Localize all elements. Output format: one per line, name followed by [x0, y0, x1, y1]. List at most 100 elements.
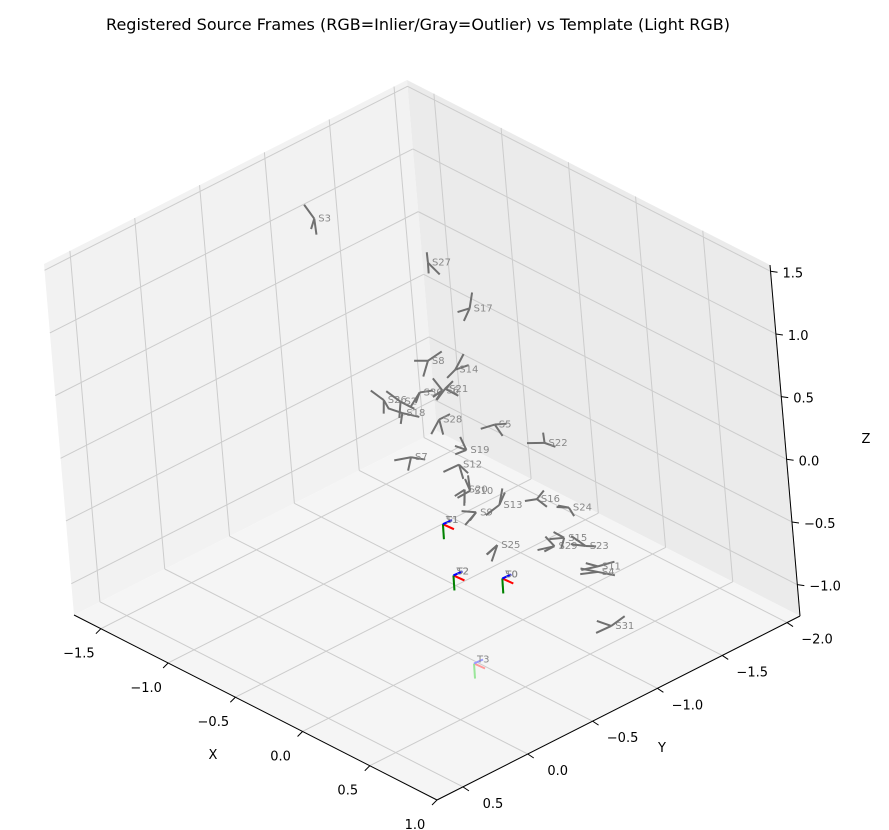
z-tick-mark: [786, 458, 794, 461]
grid-y-left: [263, 152, 295, 504]
inlier-frame-S0: S0: [501, 569, 518, 594]
outlier-axis: [398, 401, 402, 419]
grid-z-left: [65, 336, 430, 522]
grid-x-floor: [167, 478, 532, 664]
outlier-axis: [454, 488, 466, 497]
grid-x-floor: [369, 581, 734, 767]
outlier-axis: [385, 390, 402, 403]
outlier-frame-label: S29: [558, 541, 577, 552]
grid-x-back: [635, 196, 667, 548]
z-tick-label: 1.5: [783, 266, 804, 281]
y-tick-label: −1.0: [672, 698, 704, 713]
outlier-frame-S10: S10: [456, 475, 493, 499]
inlier-y-axis: [452, 575, 456, 591]
outlier-frame-label: S3: [318, 214, 331, 225]
outlier-frame-label: S15: [568, 533, 587, 544]
outlier-axis: [536, 498, 548, 508]
outlier-axis: [549, 536, 565, 541]
y-axis-line: [436, 615, 801, 801]
template-z-axis: [473, 658, 484, 665]
outlier-frame-S9: S9: [461, 507, 493, 526]
outlier-frame-label: S17: [474, 303, 493, 314]
grid-x-floor: [100, 444, 465, 630]
outlier-axis: [537, 545, 555, 552]
outlier-axis: [407, 457, 412, 471]
outlier-axis: [427, 350, 443, 362]
outlier-frame-S2: S2: [385, 390, 418, 419]
outlier-axis: [458, 463, 469, 474]
outlier-axis: [414, 392, 421, 404]
grid-y-left: [134, 217, 166, 570]
outlier-axis: [494, 422, 507, 426]
grid-y-floor: [229, 535, 593, 722]
outlier-frame-S21: S21: [435, 380, 468, 401]
outlier-axis: [485, 504, 501, 516]
outlier-axis: [544, 535, 556, 547]
outlier-axis: [485, 544, 498, 556]
grid-x-back: [433, 93, 465, 445]
outlier-frame-label: S25: [501, 540, 520, 551]
outlier-frame-S11: S11: [581, 560, 621, 572]
inlier-y-axis: [501, 578, 505, 594]
outlier-frame-label: S13: [503, 500, 522, 511]
outlier-axis: [536, 489, 545, 500]
outlier-axis: [454, 444, 467, 451]
grid-y-floor: [164, 568, 528, 755]
y-tick-label: 0.0: [547, 764, 568, 779]
chart-title: Registered Source Frames (RGB=Inlier/Gra…: [106, 15, 730, 34]
inlier-frame-S2: S2: [452, 566, 469, 591]
grid-z-back: [418, 211, 782, 398]
outlier-axis: [542, 432, 546, 444]
y-tick-mark: [721, 655, 729, 660]
outlier-axis: [400, 400, 415, 410]
y-tick-mark: [462, 786, 470, 792]
outlier-axis: [422, 360, 429, 377]
outlier-frame-label: S30: [424, 387, 443, 398]
template-x-axis: [473, 662, 486, 670]
outlier-frame-label: S31: [615, 621, 634, 632]
x-tick-mark: [229, 696, 236, 703]
outlier-axis: [410, 456, 426, 461]
grid-z-back: [412, 148, 777, 335]
outlier-axis: [426, 262, 430, 274]
inlier-y-axis: [441, 524, 445, 540]
outlier-axis: [459, 436, 468, 451]
outlier-frame-label: S6: [446, 385, 459, 396]
outlier-axis: [454, 449, 467, 456]
outlier-axis: [457, 307, 470, 314]
x-tick-mark: [364, 765, 371, 772]
outlier-axis: [560, 537, 566, 549]
outlier-frame-label: S2: [405, 397, 418, 408]
outlier-axis: [425, 252, 429, 263]
x-tick-label: −1.0: [130, 681, 162, 696]
outlier-axis: [462, 307, 471, 322]
outlier-axis: [498, 492, 506, 506]
outlier-frame-label: S19: [470, 445, 489, 456]
grid-z-left: [55, 211, 419, 397]
outlier-axis: [454, 353, 465, 371]
grid-z-left: [49, 148, 414, 334]
outlier-axis: [313, 218, 318, 235]
outlier-axis: [458, 464, 465, 480]
outlier-frame-label: S5: [499, 420, 512, 431]
inlier-frame-label: S0: [505, 569, 518, 580]
outlier-axis: [595, 625, 612, 634]
y-axis-label: Y: [657, 741, 666, 756]
grid-y-left: [328, 119, 360, 471]
outlier-frame-label: S28: [443, 415, 462, 426]
outlier-axis: [444, 380, 454, 390]
outlier-frame-S30: S30: [410, 387, 443, 407]
outlier-frame-S25: S25: [485, 540, 520, 562]
outlier-axis: [444, 387, 459, 397]
outlier-frame-S22: S22: [526, 432, 568, 449]
grid-x-back: [567, 162, 599, 514]
outlier-frame-S31: S31: [595, 615, 634, 634]
outlier-frame-S14: S14: [446, 353, 478, 379]
z-tick-mark: [770, 270, 778, 273]
z-axis-label: Z: [862, 432, 871, 447]
outlier-frame-S5: S5: [480, 420, 512, 437]
template-y-axis: [473, 663, 477, 679]
grid-x-back: [702, 230, 734, 582]
outlier-axis: [419, 389, 433, 394]
